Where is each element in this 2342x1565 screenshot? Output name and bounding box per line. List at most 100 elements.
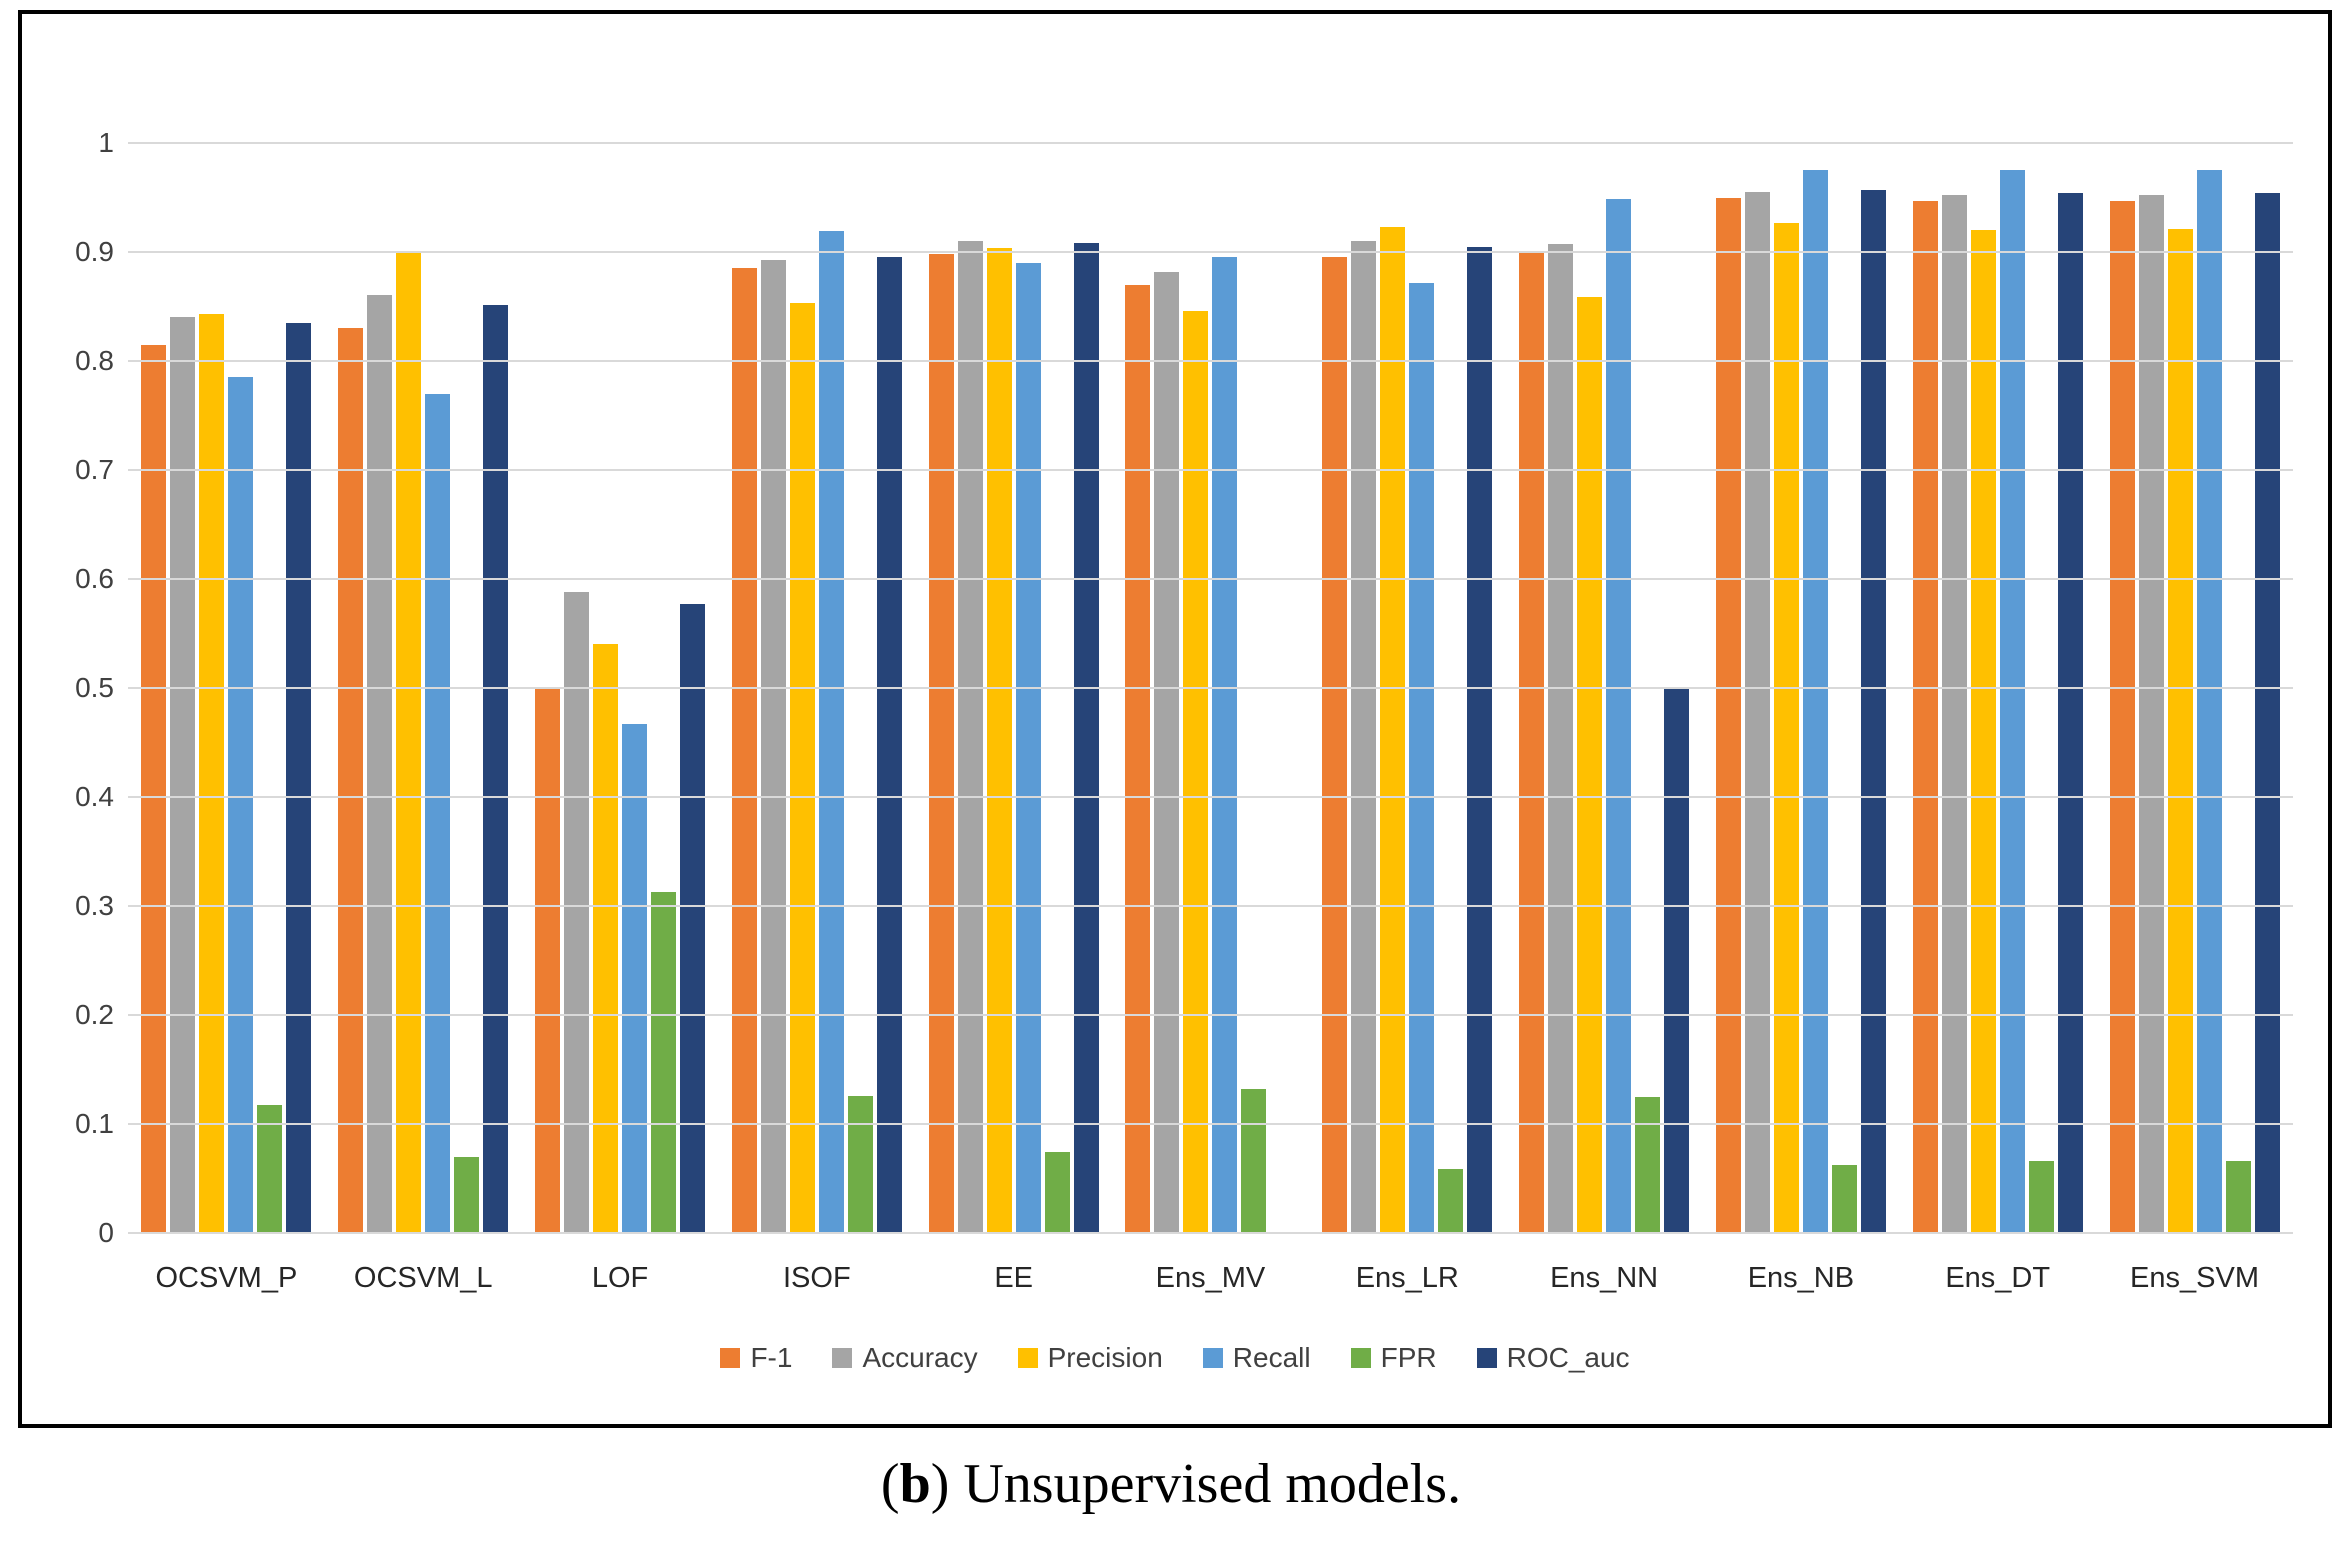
bar-Precision-EE	[986, 247, 1012, 1233]
gridline-y-0.5	[128, 687, 2293, 689]
gridline-y-0.3	[128, 905, 2293, 907]
bar-Recall-Ens_MV	[1212, 257, 1238, 1233]
bar-group-Ens_MV	[1112, 143, 1309, 1233]
bar-Recall-Ens_SVM	[2196, 170, 2222, 1233]
bar-Accuracy-LOF	[564, 592, 590, 1233]
bar-FPR-OCSVM_P	[257, 1105, 283, 1233]
bar-ROC_auc-Ens_DT	[2057, 193, 2083, 1233]
legend-item-Precision: Precision	[1017, 1342, 1163, 1374]
bar-Accuracy-ISOF	[760, 259, 786, 1233]
bar-F-1-LOF	[535, 688, 561, 1233]
bar-Accuracy-Ens_NN	[1548, 244, 1574, 1233]
bar-FPR-Ens_NN	[1635, 1096, 1661, 1233]
bar-ROC_auc-OCSVM_L	[483, 305, 509, 1233]
bar-FPR-Ens_LR	[1438, 1168, 1464, 1233]
bar-Precision-Ens_MV	[1183, 310, 1209, 1233]
gridline-y-0.2	[128, 1014, 2293, 1016]
bar-groups	[128, 143, 2293, 1233]
legend-swatch-icon	[1202, 1348, 1223, 1368]
bar-group-LOF	[522, 143, 719, 1233]
y-tick-label: 0.4	[75, 781, 114, 812]
legend-item-F-1: F-1	[720, 1342, 792, 1374]
caption-paren-open: (	[880, 1453, 900, 1515]
bar-ROC_auc-ISOF	[876, 257, 902, 1233]
bar-FPR-Ens_MV	[1241, 1089, 1267, 1233]
bar-Accuracy-OCSVM_L	[367, 294, 393, 1233]
bar-ROC_auc-EE	[1073, 243, 1099, 1233]
bar-Accuracy-OCSVM_P	[170, 317, 196, 1233]
bar-Precision-Ens_NN	[1577, 296, 1603, 1233]
y-tick-label: 0.3	[75, 890, 114, 921]
figure-caption: (b) Unsupervised models.	[0, 1452, 2342, 1516]
bar-group-ISOF	[718, 143, 915, 1233]
x-axis-label-LOF: LOF	[591, 1262, 649, 1294]
x-axis-label-ISOF: ISOF	[783, 1262, 851, 1294]
x-axis-label-Ens_LR: Ens_LR	[1355, 1262, 1459, 1294]
legend-label: F-1	[750, 1342, 793, 1373]
y-tick-label: 0.9	[75, 236, 114, 267]
bar-Accuracy-EE	[957, 241, 983, 1233]
bar-ROC_auc-Ens_LR	[1467, 246, 1493, 1233]
bar-group-EE	[915, 143, 1112, 1233]
bar-F-1-Ens_NB	[1715, 197, 1741, 1233]
legend-item-Recall: Recall	[1202, 1342, 1311, 1374]
bar-group-Ens_SVM	[2096, 143, 2293, 1233]
bar-Precision-OCSVM_L	[396, 252, 422, 1233]
gridline-y-0.8	[128, 360, 2293, 362]
bar-Precision-Ens_LR	[1380, 226, 1406, 1233]
bar-F-1-Ens_SVM	[2109, 200, 2135, 1233]
y-tick-label: 0.6	[75, 563, 114, 594]
legend-swatch-icon	[1476, 1348, 1497, 1368]
legend-item-Accuracy: Accuracy	[832, 1342, 978, 1374]
x-axis-label-Ens_NN: Ens_NN	[1550, 1262, 1659, 1294]
legend-label: ROC_auc	[1506, 1342, 1630, 1373]
bar-Recall-Ens_LR	[1409, 282, 1435, 1233]
legend: F-1 Accuracy Precision Recall FPR ROC_auc	[22, 1342, 2328, 1374]
gridline-y-0.1	[128, 1123, 2293, 1125]
bar-FPR-OCSVM_L	[454, 1156, 480, 1233]
caption-text: ) Unsupervised models.	[930, 1453, 1462, 1515]
y-tick-label: 1	[98, 127, 114, 158]
bar-Precision-OCSVM_P	[199, 314, 225, 1233]
gridline-y-1	[128, 142, 2293, 144]
x-axis-label-Ens_NB: Ens_NB	[1747, 1262, 1855, 1294]
bar-Recall-ISOF	[818, 231, 844, 1233]
bar-Accuracy-Ens_NB	[1744, 192, 1770, 1233]
bar-F-1-EE	[928, 254, 954, 1233]
y-tick-label: 0	[98, 1217, 114, 1248]
legend-label: Accuracy	[862, 1342, 978, 1373]
x-axis-label-OCSVM_P: OCSVM_P	[155, 1262, 298, 1294]
gridline-y-0.7	[128, 469, 2293, 471]
bar-Recall-Ens_DT	[1999, 170, 2025, 1233]
bar-FPR-Ens_DT	[2028, 1161, 2054, 1233]
bar-Recall-Ens_NB	[1802, 170, 1828, 1233]
legend-label: FPR	[1380, 1342, 1437, 1373]
x-axis-label-Ens_DT: Ens_DT	[1945, 1262, 2051, 1294]
legend-label: Recall	[1232, 1342, 1311, 1373]
legend-label: Precision	[1047, 1342, 1163, 1373]
x-axis-label-OCSVM_L: OCSVM_L	[353, 1262, 493, 1294]
bar-ROC_auc-OCSVM_P	[286, 322, 312, 1233]
bar-Recall-EE	[1015, 262, 1041, 1233]
gridline-y-0	[128, 1232, 2293, 1234]
x-axis-label-Ens_SVM: Ens_SVM	[2130, 1262, 2259, 1294]
bar-ROC_auc-Ens_NB	[1860, 189, 1886, 1233]
bar-group-Ens_NN	[1506, 143, 1703, 1233]
caption-bold-letter: b	[899, 1453, 931, 1515]
legend-swatch-icon	[1017, 1348, 1038, 1368]
plot-area	[128, 142, 2293, 1234]
chart-frame: 1 0.9 0.8 0.7 0.6 0.5 0.4 0.3 0.2 0.1 0 OCSVM_P OCS…	[18, 10, 2332, 1428]
bar-FPR-ISOF	[847, 1095, 873, 1233]
bar-Precision-ISOF	[789, 303, 815, 1233]
y-tick-label: 0.8	[75, 345, 114, 376]
bar-Recall-OCSVM_P	[228, 377, 254, 1233]
y-tick-label: 0.1	[75, 1108, 114, 1139]
bar-Accuracy-Ens_DT	[1941, 195, 1967, 1233]
bar-ROC_auc-LOF	[680, 604, 706, 1233]
bar-FPR-Ens_SVM	[2225, 1161, 2251, 1233]
legend-item-FPR: FPR	[1350, 1342, 1437, 1374]
legend-item-ROC_auc: ROC_auc	[1476, 1342, 1630, 1374]
bar-Precision-Ens_NB	[1773, 222, 1799, 1233]
bar-FPR-LOF	[651, 891, 677, 1233]
bar-Accuracy-Ens_MV	[1154, 271, 1180, 1233]
